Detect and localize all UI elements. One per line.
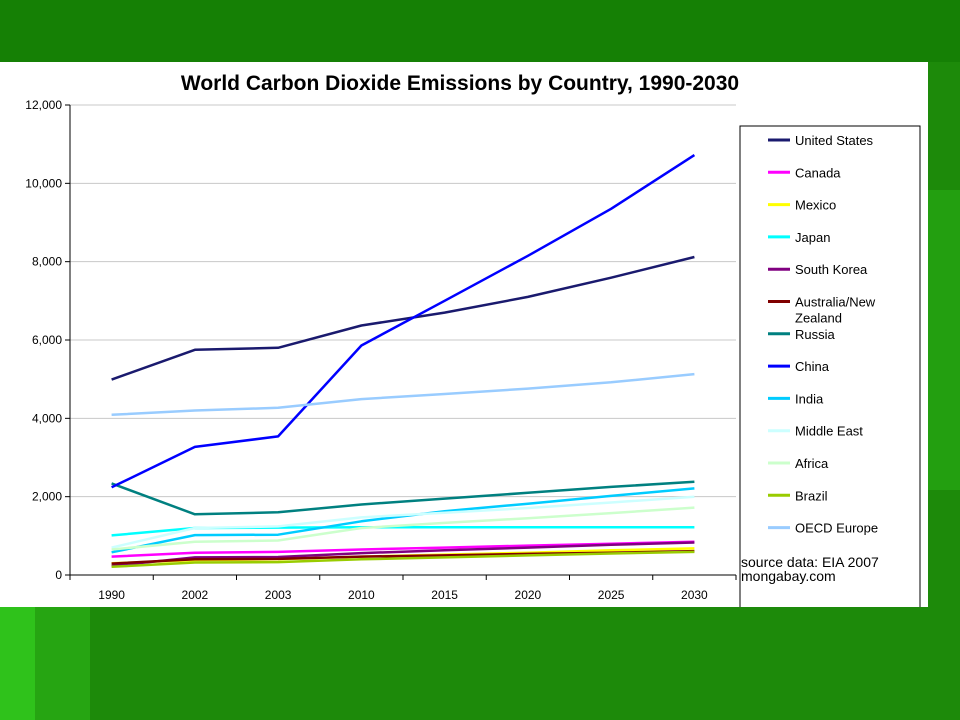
y-tick-label: 4,000 [32,411,62,425]
series-line-11 [111,506,695,551]
background-stripe [0,606,35,720]
series-line-10 [111,495,695,549]
y-tick-label: 2,000 [32,490,62,504]
y-tick-label: 0 [55,568,62,582]
legend-label: Africa [795,456,829,471]
y-tick-label: 12,000 [25,98,62,112]
x-tick-label: 1990 [98,588,125,602]
x-tick-label: 2002 [182,588,209,602]
legend-label: China [795,359,830,374]
legend-label: Middle East [795,424,863,439]
website-annotation: mongabay.com [741,568,836,584]
series-line-8 [111,154,696,489]
background-stripe [928,190,960,490]
x-tick-label: 2010 [348,588,375,602]
series-line-13 [111,372,695,417]
line-chart: World Carbon Dioxide Emissions by Countr… [25,72,921,607]
background-band [0,0,960,62]
legend-label: Russia [795,327,836,342]
series-line-7 [111,480,695,516]
y-tick-label: 6,000 [32,333,62,347]
legend-label: South Korea [795,262,868,277]
legend-label: OECD Europe [795,521,878,536]
series-line-1 [111,255,695,381]
legend: United States Canada Mexico Japan South Kore… [739,125,921,607]
x-tick-label: 2030 [681,588,708,602]
legend-label: Australia/New Zealand [795,295,876,326]
series-line-5 [111,541,695,568]
gridlines [70,104,736,576]
x-tick-label: 2003 [265,588,292,602]
axes: 0 2,000 4,000 6,000 8,000 10,000 12,000 1990 200… [25,98,737,602]
legend-label: Brazil [795,488,828,503]
x-tick-label: 2025 [598,588,625,602]
legend-label: United States [795,133,874,148]
chart-panel: World Carbon Dioxide Emissions by Countr… [0,62,928,607]
series-line-12 [111,550,695,569]
legend-label: Japan [795,230,830,245]
y-tick-label: 8,000 [32,255,62,269]
legend-label: Mexico [795,198,836,213]
chart-title: World Carbon Dioxide Emissions by Countr… [181,72,739,95]
y-tick-label: 10,000 [25,176,62,190]
legend-label: Canada [795,165,841,180]
x-tick-label: 2020 [515,588,542,602]
source-annotation: source data: EIA 2007 [741,554,879,570]
series-lines [111,154,696,569]
legend-label: India [795,391,824,406]
background-stripe [35,606,90,720]
x-tick-label: 2015 [431,588,458,602]
